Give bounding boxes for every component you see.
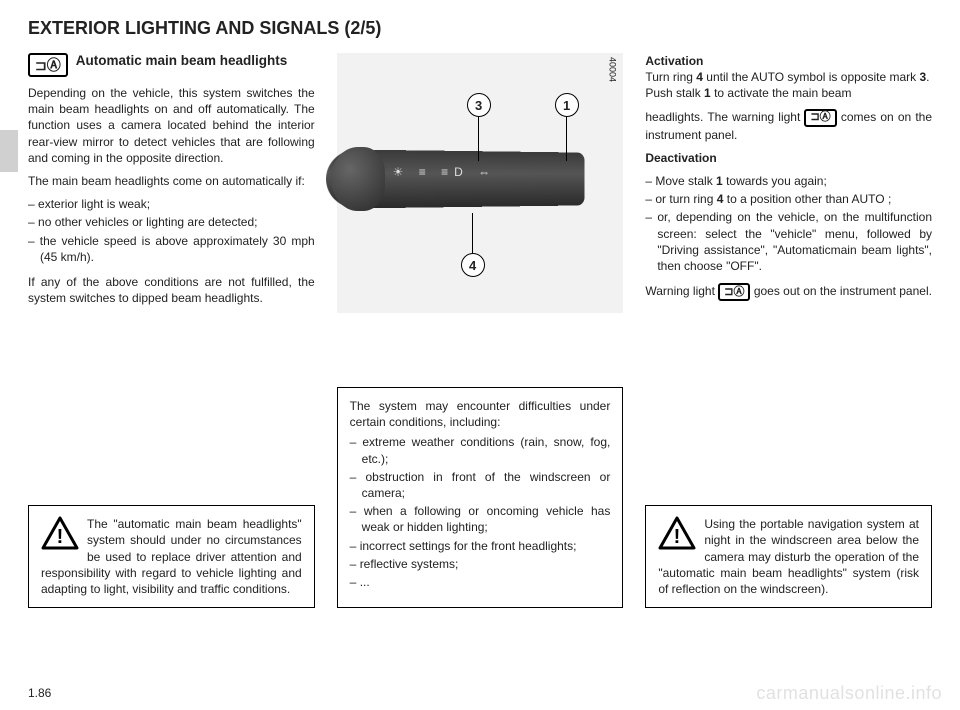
warning-triangle-icon: ! [658, 516, 696, 550]
bullet-list: extreme weather conditions (rain, snow, … [350, 434, 611, 590]
svg-text:!: ! [57, 526, 64, 548]
ref-1: 1 [704, 86, 711, 100]
paragraph: Depending on the vehicle, this system sw… [28, 85, 315, 166]
text: goes out on the instrument panel. [754, 284, 932, 298]
text: Warning light [645, 284, 718, 298]
ref-3: 3 [919, 70, 926, 84]
list-item: incorrect settings for the front headlig… [350, 538, 611, 554]
list-item: reflective systems; [350, 556, 611, 572]
auto-highbeam-icon: ⊐Ⓐ [804, 109, 836, 127]
page-title: EXTERIOR LIGHTING AND SIGNALS (2/5) [28, 18, 932, 39]
auto-highbeam-icon: ⊐Ⓐ [28, 53, 68, 77]
list-item: ... [350, 574, 611, 590]
stalk-figure: 40004 ☀ ≡ ≡D ⇔ 3 1 4 [337, 53, 624, 313]
figure-number: 40004 [607, 57, 617, 82]
ref-1: 1 [716, 174, 723, 188]
manual-page: EXTERIOR LIGHTING AND SIGNALS (2/5) ⊐Ⓐ A… [0, 0, 960, 710]
warning-box: ! The "automatic main beam headlights" s… [28, 505, 315, 608]
warning-text: Using the portable navigation system at … [658, 517, 919, 596]
warning-triangle-icon: ! [41, 516, 79, 550]
text: Push stalk [645, 86, 704, 100]
callout-3: 3 [467, 93, 491, 117]
side-tab [0, 130, 18, 172]
page-number: 1.86 [28, 686, 51, 700]
list-item: or turn ring 4 to a position other than … [645, 191, 932, 207]
paragraph: Activation Turn ring 4 until the AUTO sy… [645, 53, 932, 102]
text: to a position other than AUTO ; [723, 192, 891, 206]
list-item: extreme weather conditions (rain, snow, … [350, 434, 611, 466]
warning-box: ! Using the portable navigation system a… [645, 505, 932, 608]
text: to activate the main beam [711, 86, 852, 100]
bullet-list: Move stalk 1 towards you again; or turn … [645, 173, 932, 276]
text: headlights. The warning light [645, 110, 804, 124]
list-item: or, depending on the vehicle, on the mul… [645, 209, 932, 274]
leader-line [478, 117, 480, 161]
list-item: no other vehicles or lighting are detect… [28, 214, 315, 230]
text: towards you again; [723, 174, 827, 188]
stalk-symbols: ☀ ≡ ≡D ⇔ [393, 165, 496, 179]
callout-4: 4 [461, 253, 485, 277]
paragraph: headlights. The warning light ⊐Ⓐ comes o… [645, 109, 932, 143]
column-center: 40004 ☀ ≡ ≡D ⇔ 3 1 4 The system may enco… [337, 53, 624, 608]
list-item: Move stalk 1 towards you again; [645, 173, 932, 189]
column-left: ⊐Ⓐ Automatic main beam headlights Depend… [28, 53, 315, 608]
text: Move stalk [655, 174, 716, 188]
spacer [645, 308, 932, 368]
leader-line [566, 117, 568, 161]
info-intro: The system may encounter difficulties un… [350, 399, 611, 429]
paragraph: The main beam headlights come on automat… [28, 173, 315, 189]
svg-text:!: ! [674, 526, 681, 548]
text: or turn ring [655, 192, 716, 206]
column-right: Activation Turn ring 4 until the AUTO sy… [645, 53, 932, 608]
text: until the AUTO symbol is opposite mark [703, 70, 920, 84]
list-item: obstruction in front of the windscreen o… [350, 469, 611, 501]
paragraph: If any of the above conditions are not f… [28, 274, 315, 306]
activation-heading: Activation [645, 54, 703, 68]
title-main: EXTERIOR LIGHTING AND SIGNALS [28, 18, 344, 38]
deactivation-heading: Deactivation [645, 150, 932, 166]
bullet-list: exterior light is weak; no other vehicle… [28, 196, 315, 267]
ref-4: 4 [696, 70, 703, 84]
list-item: exterior light is weak; [28, 196, 315, 212]
stalk-illustration: ☀ ≡ ≡D ⇔ [333, 133, 603, 223]
text: Turn ring [645, 70, 696, 84]
list-item: the vehicle speed is above approximately… [28, 233, 315, 265]
title-part: (2/5) [344, 18, 381, 38]
callout-1: 1 [555, 93, 579, 117]
watermark: carmanualsonline.info [756, 683, 942, 704]
auto-highbeam-icon: ⊐Ⓐ [718, 283, 750, 301]
leader-line [472, 213, 474, 253]
paragraph: Warning light ⊐Ⓐ goes out on the instrum… [645, 283, 932, 301]
info-box: The system may encounter difficulties un… [337, 387, 624, 608]
warning-text: The "automatic main beam headlights" sys… [41, 517, 302, 596]
spacer [28, 313, 315, 373]
stalk-tip [331, 147, 385, 211]
section-heading: ⊐Ⓐ Automatic main beam headlights [28, 53, 315, 77]
columns: ⊐Ⓐ Automatic main beam headlights Depend… [28, 53, 932, 608]
section-heading-text: Automatic main beam headlights [76, 53, 288, 69]
list-item: when a following or oncoming vehicle has… [350, 503, 611, 535]
spacer [337, 327, 624, 387]
